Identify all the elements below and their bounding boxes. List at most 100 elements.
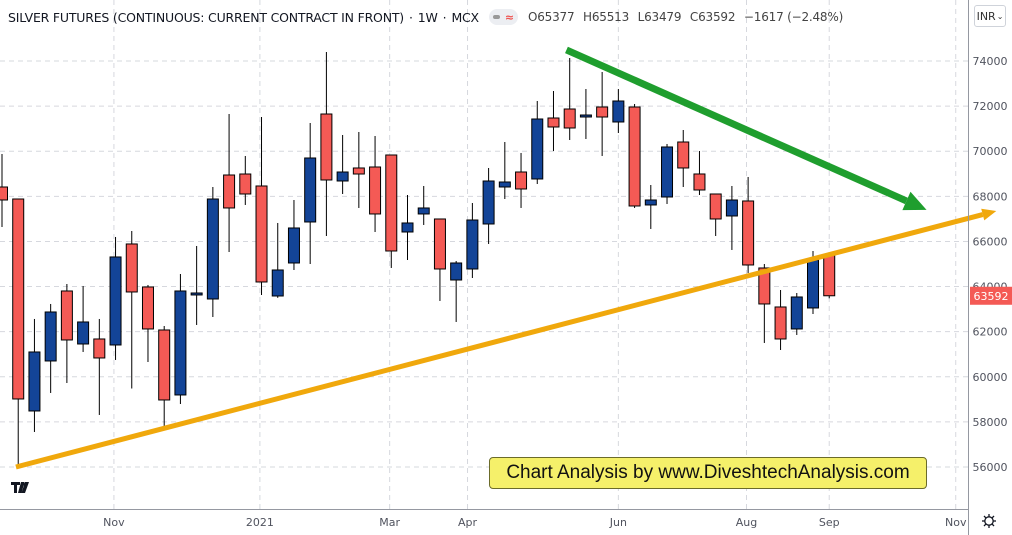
ohlc-values: O65377 H65513 L63479 C63592 −1617 (−2.48…: [528, 10, 848, 24]
candle-body: [790, 296, 803, 330]
candle-body: [60, 290, 73, 341]
price-tick-label: 56000: [973, 461, 1008, 474]
hide-icon: [492, 15, 500, 19]
high-value: H65513: [583, 10, 629, 24]
candle-body: [612, 100, 625, 123]
candle-body: [661, 146, 674, 198]
candle-body: [693, 173, 706, 191]
candle: [352, 131, 365, 208]
resistance-arrowhead-icon: [902, 191, 927, 211]
candle-body: [596, 106, 609, 118]
currency-dropdown[interactable]: INR ⌄: [974, 5, 1006, 27]
candle: [628, 103, 641, 208]
candle: [644, 184, 657, 229]
candle-body: [190, 292, 203, 296]
candle: [369, 135, 382, 232]
open-value: O65377: [527, 10, 575, 24]
change-value: −1617 (−2.48%): [743, 10, 844, 24]
candle-body: [466, 219, 479, 270]
price-tick-label: 70000: [973, 145, 1008, 158]
candle-body: [450, 262, 463, 281]
candle-body: [563, 108, 576, 129]
price-tick-label: 72000: [973, 100, 1008, 113]
candle-body: [93, 338, 106, 359]
currency-label: INR: [976, 9, 996, 23]
candle: [336, 134, 349, 194]
candle: [109, 236, 122, 360]
candle-body: [433, 218, 446, 270]
settings-gear-icon[interactable]: [981, 513, 997, 533]
price-tick-label: 62000: [973, 326, 1008, 339]
time-tick-label: 2021: [246, 516, 274, 529]
candle-body: [774, 306, 787, 340]
candle: [515, 152, 528, 208]
exchange-label: MCX: [451, 9, 479, 25]
candle-body: [255, 185, 268, 283]
legend-toggle[interactable]: ≈: [488, 9, 518, 25]
candle: [742, 176, 755, 273]
candle: [709, 193, 722, 236]
candle: [466, 202, 479, 278]
symbol-legend: SILVER FUTURES (CONTINUOUS: CURRENT CONT…: [8, 9, 848, 25]
candle-body: [141, 286, 154, 330]
time-tick-label: Aug: [736, 516, 757, 529]
candle-body: [174, 290, 187, 396]
candle: [158, 325, 171, 426]
price-tick-label: 74000: [973, 55, 1008, 68]
candle-body: [515, 171, 528, 190]
candle-body: [223, 174, 236, 209]
candle: [790, 292, 803, 335]
candle: [531, 100, 544, 184]
candle: [190, 245, 203, 325]
candle-body: [742, 200, 755, 266]
time-tick-label: Apr: [458, 516, 478, 529]
candle-body: [239, 173, 252, 195]
candle: [579, 88, 592, 139]
candle: [677, 129, 690, 187]
candle: [482, 167, 495, 244]
tradingview-logo-icon[interactable]: [9, 477, 37, 499]
time-tick-label: Nov: [945, 516, 967, 529]
candle-body: [0, 186, 8, 201]
candle-body: [77, 321, 90, 345]
candle-body: [352, 167, 365, 175]
candle: [12, 198, 25, 468]
candle: [141, 284, 154, 362]
price-axis[interactable]: 7400072000700006800066000640006200060000…: [973, 55, 1008, 474]
time-tick-label: Sep: [819, 516, 840, 529]
candle-body: [498, 181, 511, 188]
candle-body: [206, 198, 219, 300]
candle: [77, 285, 90, 352]
candle-body: [628, 106, 641, 207]
candle-body: [758, 267, 771, 305]
time-tick-label: Jun: [609, 516, 627, 529]
last-price-label: 63592: [974, 290, 1009, 303]
candle-body: [677, 141, 690, 169]
candle: [28, 318, 41, 432]
low-value: L63479: [637, 10, 682, 24]
drawings[interactable]: [15, 46, 997, 470]
symbol-title[interactable]: SILVER FUTURES (CONTINUOUS: CURRENT CONT…: [8, 9, 404, 25]
candle: [271, 222, 284, 298]
last-price-tag: 63592: [970, 286, 1012, 305]
candle: [320, 52, 333, 236]
candle-body: [12, 198, 25, 400]
close-value: C63592: [689, 10, 736, 24]
time-tick-label: Nov: [103, 516, 125, 529]
price-tick-label: 66000: [973, 235, 1008, 248]
candle-body: [579, 114, 592, 118]
candle: [450, 260, 463, 322]
candle: [93, 318, 106, 415]
price-tick-label: 60000: [973, 371, 1008, 384]
candle: [125, 230, 138, 389]
time-axis[interactable]: Nov 2021 Mar Apr Jun Aug Sep Nov: [103, 516, 967, 529]
candle: [385, 154, 398, 268]
candle: [498, 141, 511, 199]
candle: [596, 72, 609, 156]
candle-body: [385, 154, 398, 252]
candle: [206, 186, 219, 317]
candle: [255, 117, 268, 295]
interval-label[interactable]: 1W: [417, 9, 438, 25]
price-tick-label: 58000: [973, 416, 1008, 429]
